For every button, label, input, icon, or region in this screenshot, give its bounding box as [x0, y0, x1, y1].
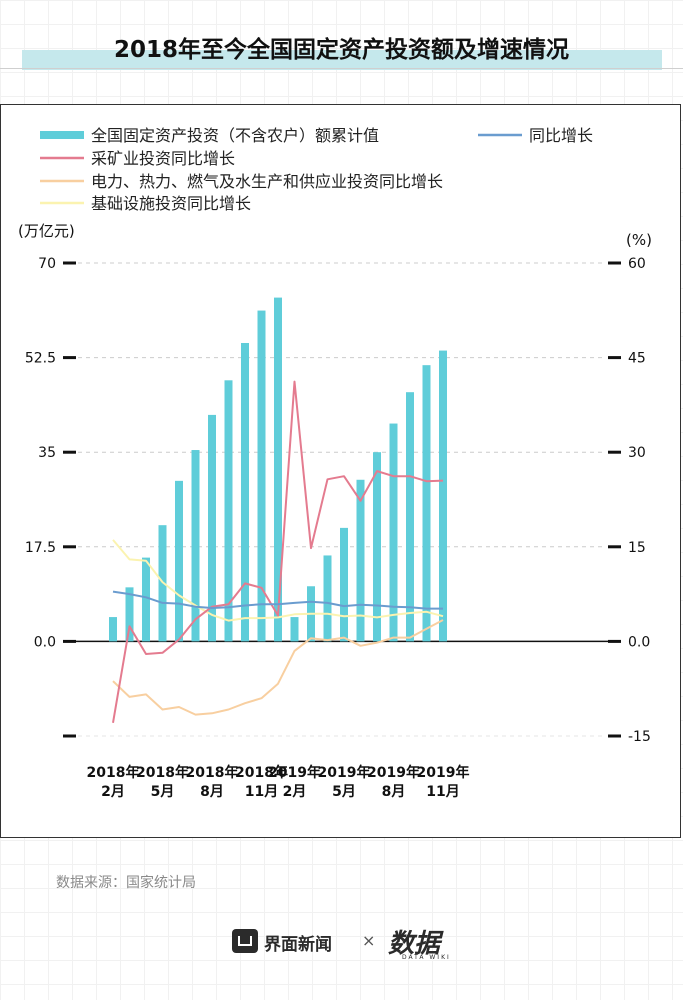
- data-source: 数据来源：国家统计局: [56, 875, 196, 891]
- x-tick-label-month: 2月: [283, 784, 307, 800]
- partner-logo-sub: DATA WIKI: [402, 954, 451, 961]
- y-right-tick-label: 15: [628, 540, 646, 556]
- bar: [257, 310, 266, 642]
- y-right-tick-label: 45: [628, 351, 646, 367]
- bar: [356, 479, 365, 642]
- x-tick-label-year: 2018年: [87, 764, 140, 781]
- bar: [290, 617, 299, 642]
- bar: [274, 297, 282, 642]
- legend-label: 采矿业投资同比增长: [91, 149, 235, 168]
- bar: [125, 587, 134, 642]
- y-right-unit-label: (%): [626, 231, 652, 249]
- footer: 界面新闻 × 数据 DATA WIKI: [0, 925, 683, 965]
- x-tick-label-year: 2019年: [268, 764, 321, 781]
- bar: [142, 557, 150, 642]
- x-tick-label-month: 8月: [382, 784, 406, 800]
- series-line: [112, 619, 444, 716]
- x-tick-label-year: 2018年: [136, 764, 189, 781]
- legend-label: 全国固定资产投资（不含农户）额累计值: [91, 126, 379, 145]
- legend-label: 电力、热力、燃气及水生产和供应业投资同比增长: [91, 172, 443, 191]
- legend-label: 同比增长: [529, 126, 593, 145]
- x-tick-label-month: 5月: [332, 784, 356, 800]
- x-tick-label-month: 8月: [200, 784, 224, 800]
- bar: [224, 380, 233, 642]
- bar: [109, 617, 117, 642]
- bar: [323, 555, 332, 642]
- y-left-tick-label: 70: [38, 256, 56, 272]
- bar: [439, 350, 447, 642]
- bar: [191, 450, 200, 642]
- x-tick-label-year: 2019年: [417, 764, 470, 781]
- series-line: [112, 590, 443, 610]
- y-right-tick-label: -15: [628, 729, 651, 745]
- x-tick-label-month: 2月: [101, 784, 125, 800]
- bar: [208, 414, 216, 642]
- x-tick-label-year: 2019年: [318, 764, 371, 781]
- y-left-tick-label: 0.0: [34, 634, 56, 650]
- bar: [175, 480, 183, 642]
- x-tick-label-year: 2019年: [367, 764, 420, 781]
- bar: [340, 527, 348, 642]
- partner-logo: 数据: [388, 929, 441, 959]
- x-tick-label-month: 11月: [245, 784, 278, 800]
- x-tick-label-month: 5月: [151, 784, 175, 800]
- y-left-tick-label: 52.5: [25, 351, 56, 367]
- x-tick-label-month: 11月: [426, 784, 459, 800]
- y-left-tick-label: 17.5: [25, 540, 56, 556]
- x-tick-label-year: 2018年: [235, 764, 288, 781]
- y-right-tick-label: 30: [628, 445, 646, 461]
- series-line: [112, 539, 444, 622]
- series-line: [112, 380, 444, 723]
- y-left-tick-label: 35: [38, 445, 56, 461]
- separator-cross: ×: [362, 931, 376, 950]
- bar: [422, 365, 431, 642]
- x-tick-label-year: 2018年: [186, 764, 239, 781]
- bar: [241, 343, 249, 642]
- bar: [373, 452, 381, 642]
- title-highlight: [22, 50, 662, 70]
- legend-swatch: [40, 131, 84, 139]
- y-left-unit-label: (万亿元): [18, 222, 75, 240]
- chart-title: 2018年至今全国固定资产投资额及增速情况: [113, 37, 569, 63]
- title-divider: [0, 68, 683, 69]
- brand-name: 界面新闻: [264, 935, 332, 955]
- brand-logo-icon: [232, 929, 258, 953]
- y-right-tick-label: 60: [628, 256, 646, 272]
- legend-label: 基础设施投资同比增长: [91, 194, 251, 213]
- bar: [406, 392, 414, 642]
- y-right-tick-label: 0.0: [628, 634, 650, 650]
- bar: [389, 423, 398, 642]
